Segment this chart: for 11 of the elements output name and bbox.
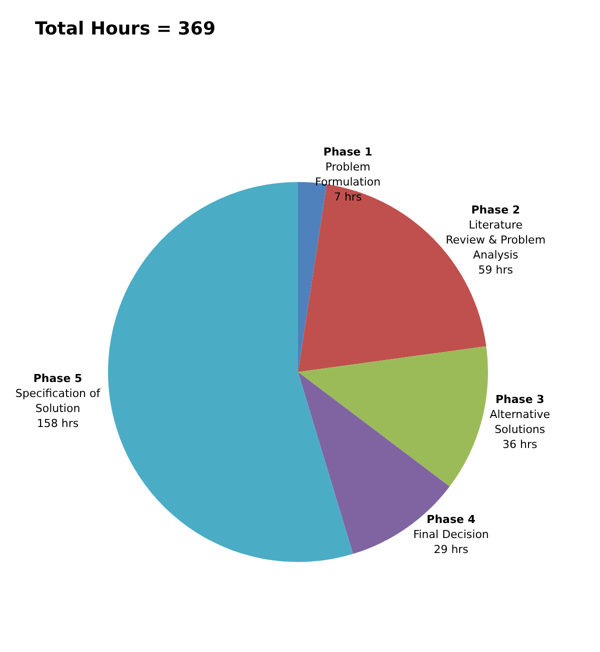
data-label: 29 hrs xyxy=(434,542,469,556)
slice-label: Phase 5 Specification of Solution xyxy=(15,372,102,415)
data-label: 36 hrs xyxy=(502,438,538,452)
data-label: 7 hrs xyxy=(334,190,362,204)
data-label: 59 hrs xyxy=(478,264,514,277)
slice-label: Phase 1 Problem Formulation xyxy=(315,146,381,189)
chart-title: Total Hours = 369 xyxy=(35,18,216,40)
data-label: 158 hrs xyxy=(36,416,79,430)
slice-label: Phase 3 Alternative Solutions xyxy=(490,393,550,436)
slice-label: Phase 2 Literature Review & Problem Analysis xyxy=(446,204,546,262)
slice-label: Phase 4 Final Decision xyxy=(413,512,489,541)
